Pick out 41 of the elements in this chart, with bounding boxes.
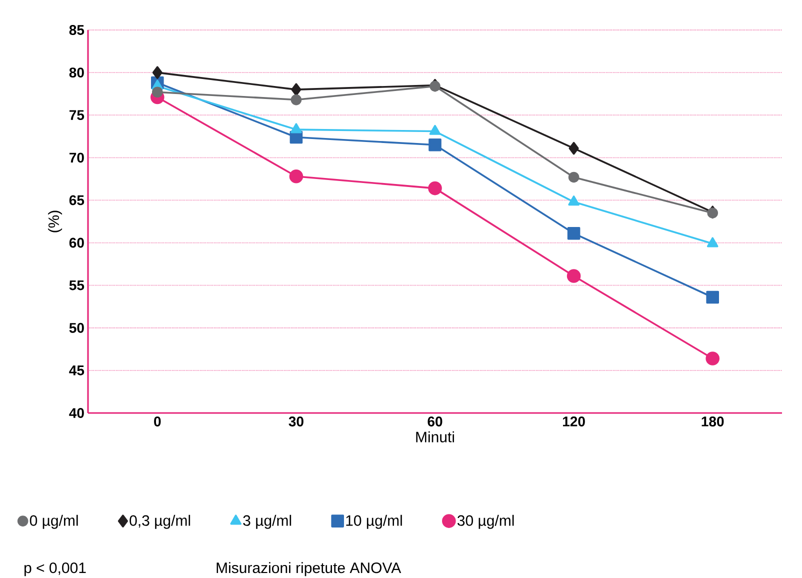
point: [568, 196, 580, 206]
y-tick-label: 70: [69, 152, 84, 163]
point: [152, 86, 163, 98]
legend-label: 10 µg/ml: [346, 514, 402, 529]
x-tick-label: 0: [154, 416, 161, 426]
y-tick-label: 80: [69, 68, 84, 78]
point: [706, 290, 720, 304]
point: [428, 138, 442, 152]
y-tick-label: 65: [69, 195, 84, 206]
y-axis-title: (%): [48, 210, 62, 232]
y-tick-label: 75: [69, 110, 84, 120]
y-tick-label: 60: [69, 238, 84, 248]
x-tick-label: 60: [428, 416, 442, 426]
x-axis-title: Minuti: [416, 431, 454, 442]
point: [568, 142, 579, 155]
legend-label: 30 µg/ml: [457, 514, 514, 529]
y-tick-label: 45: [69, 366, 84, 376]
text: p < 0,001: [24, 562, 86, 576]
y-tick-label: 40: [69, 408, 84, 418]
y-tick-label: 85: [69, 25, 84, 35]
text: Misurazioni ripetute ANOVA: [216, 562, 402, 576]
point: [429, 124, 441, 135]
legend-label: 0 µg/ml: [30, 514, 78, 529]
point: [152, 66, 162, 79]
x-tick-label: 30: [288, 416, 304, 426]
point: [706, 237, 718, 248]
y-tick-label: 55: [69, 280, 84, 290]
point: [290, 94, 302, 106]
legend-label: 3 µg/ml: [243, 514, 292, 529]
y-tick-label: 50: [69, 322, 84, 333]
point: [706, 352, 720, 366]
point: [567, 227, 580, 240]
point: [291, 83, 302, 96]
point: [566, 269, 581, 283]
point: [428, 181, 442, 196]
point: [290, 123, 302, 134]
legend-label: 0,3 µg/ml: [130, 514, 190, 529]
point: [568, 172, 580, 183]
x-tick-label: 180: [702, 416, 724, 426]
point: [289, 169, 304, 184]
x-tick-label: 120: [563, 416, 585, 426]
